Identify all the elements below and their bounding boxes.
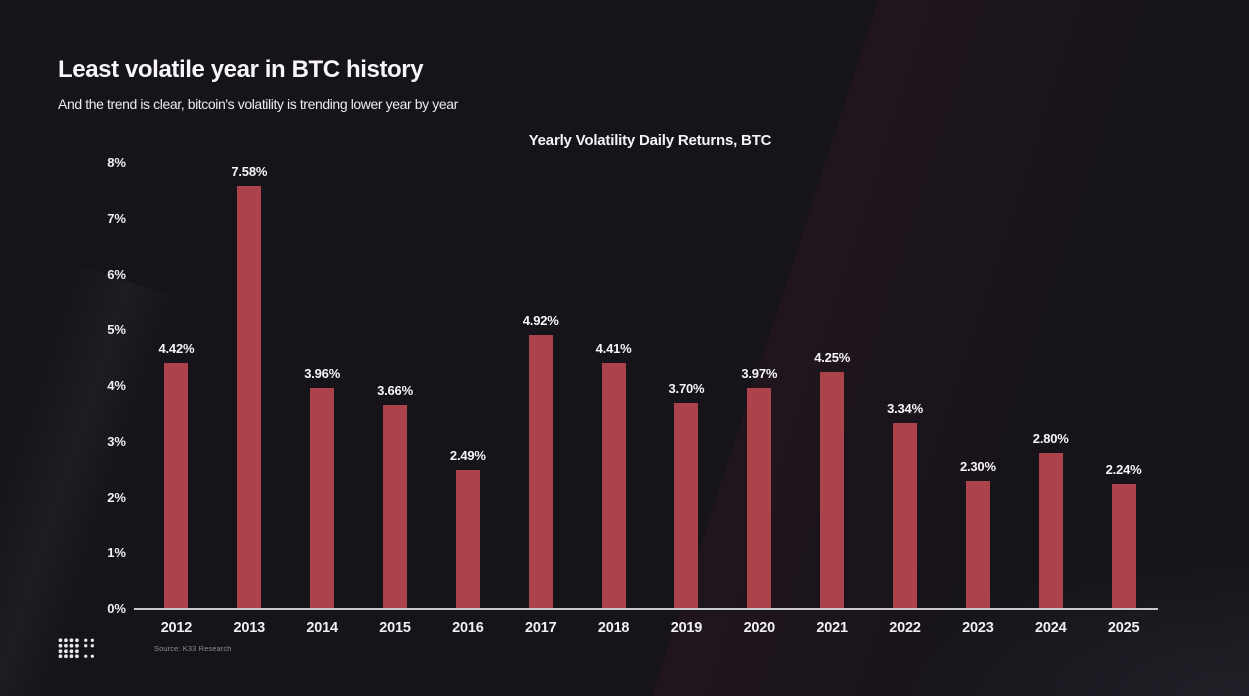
x-axis-label: 2022 bbox=[889, 620, 921, 636]
bar bbox=[820, 372, 845, 609]
bar-value-label: 3.34% bbox=[887, 400, 923, 416]
y-axis-tick-label: 4% bbox=[107, 378, 126, 393]
x-axis-label: 2015 bbox=[379, 620, 411, 636]
bar bbox=[674, 402, 699, 609]
x-axis-label: 2018 bbox=[597, 620, 630, 636]
bar bbox=[310, 388, 335, 609]
bar-group: 2.24% bbox=[1087, 163, 1160, 609]
bar-value-label: 2.30% bbox=[959, 458, 996, 474]
bar-value-label: 3.97% bbox=[741, 365, 778, 381]
x-axis-label: 2023 bbox=[962, 620, 994, 636]
bar bbox=[965, 480, 990, 609]
bar bbox=[455, 470, 480, 609]
bar-value-label: 3.70% bbox=[668, 380, 705, 396]
bar-value-label: 7.58% bbox=[231, 164, 268, 180]
bar-group: 3.97% bbox=[723, 163, 796, 609]
x-axis-label: 2012 bbox=[160, 620, 193, 636]
chart-title: Yearly Volatility Daily Returns, BTC bbox=[528, 132, 772, 149]
source-label: Source: K33 Research bbox=[154, 643, 232, 653]
y-axis-tick-label: 1% bbox=[107, 545, 126, 561]
bar-group: 7.58% bbox=[213, 163, 286, 609]
bar bbox=[528, 334, 553, 609]
x-axis-label: 2014 bbox=[306, 620, 338, 636]
bar-group: 3.66% bbox=[359, 163, 432, 609]
bar-group: 2.49% bbox=[431, 163, 504, 609]
bar-value-label: 2.80% bbox=[1032, 430, 1069, 446]
bar-group: 3.34% bbox=[869, 163, 942, 609]
bar bbox=[237, 186, 262, 609]
bar-value-label: 4.41% bbox=[595, 341, 632, 357]
slide-header: Least volatile year in BTC history And t… bbox=[58, 56, 458, 112]
bar-group: 4.41% bbox=[577, 163, 650, 609]
bar-value-label: 3.96% bbox=[304, 366, 341, 382]
volatility-bar-chart: 0% 1% 2% 3% 4% 5% 6% 7% 8% 4.42% 7.58% 3.96% 3.66% 2… bbox=[107, 155, 1160, 636]
bar-group: 4.92% bbox=[504, 163, 577, 609]
y-axis-tick-label: 7% bbox=[107, 210, 126, 226]
y-axis-tick-label: 5% bbox=[107, 322, 126, 338]
bars-area: 4.42% 7.58% 3.96% 3.66% 2.49% 4.92% 4.41% 3.70%… bbox=[140, 163, 1160, 609]
bar-value-label: 2.24% bbox=[1105, 462, 1142, 478]
bar-group: 3.70% bbox=[650, 163, 723, 609]
bar-group: 4.25% bbox=[796, 163, 869, 609]
bar bbox=[1111, 484, 1136, 609]
x-axis-label: 2019 bbox=[670, 620, 703, 636]
x-axis-label: 2016 bbox=[452, 620, 484, 636]
bar-group: 4.42% bbox=[140, 163, 213, 609]
y-axis-tick-label: 2% bbox=[107, 489, 126, 505]
bar-value-label: 4.25% bbox=[814, 350, 851, 366]
k33-logo-icon bbox=[58, 638, 94, 659]
bar bbox=[383, 404, 407, 609]
bar bbox=[1038, 452, 1063, 609]
y-axis-tick-label: 3% bbox=[107, 433, 126, 449]
y-axis-tick-label: 0% bbox=[107, 601, 126, 616]
y-axis: 0% 1% 2% 3% 4% 5% 6% 7% 8% bbox=[94, 155, 140, 616]
bar-value-label: 4.42% bbox=[158, 340, 195, 356]
x-axis-label: 2024 bbox=[1035, 620, 1067, 636]
bar bbox=[747, 387, 772, 609]
x-axis-label: 2021 bbox=[816, 620, 848, 636]
bar bbox=[601, 363, 626, 609]
page-subtitle: And the trend is clear, bitcoin's volati… bbox=[58, 96, 458, 112]
bar-value-label: 3.66% bbox=[377, 382, 413, 398]
slide-footer: Source: K33 Research bbox=[57, 637, 231, 659]
x-axis-label: 2013 bbox=[233, 620, 266, 636]
bar-group: 2.30% bbox=[941, 163, 1014, 609]
bar bbox=[893, 422, 918, 609]
x-axis: 2012 2013 2014 2015 2016 2017 2018 2019 2020 2021… bbox=[140, 620, 1160, 636]
y-axis-tick-label: 8% bbox=[107, 155, 126, 170]
bar-value-label: 2.49% bbox=[449, 448, 486, 464]
bar-group: 3.96% bbox=[286, 163, 359, 609]
bar bbox=[164, 362, 189, 609]
x-axis-label: 2020 bbox=[743, 620, 776, 636]
bar-value-label: 4.92% bbox=[522, 312, 559, 328]
x-axis-label: 2025 bbox=[1107, 620, 1140, 636]
page-title: Least volatile year in BTC history bbox=[58, 56, 424, 83]
y-axis-tick-label: 6% bbox=[107, 266, 126, 282]
x-axis-label: 2017 bbox=[524, 620, 557, 636]
bar-group: 2.80% bbox=[1014, 163, 1087, 609]
x-axis-line bbox=[134, 608, 1158, 610]
